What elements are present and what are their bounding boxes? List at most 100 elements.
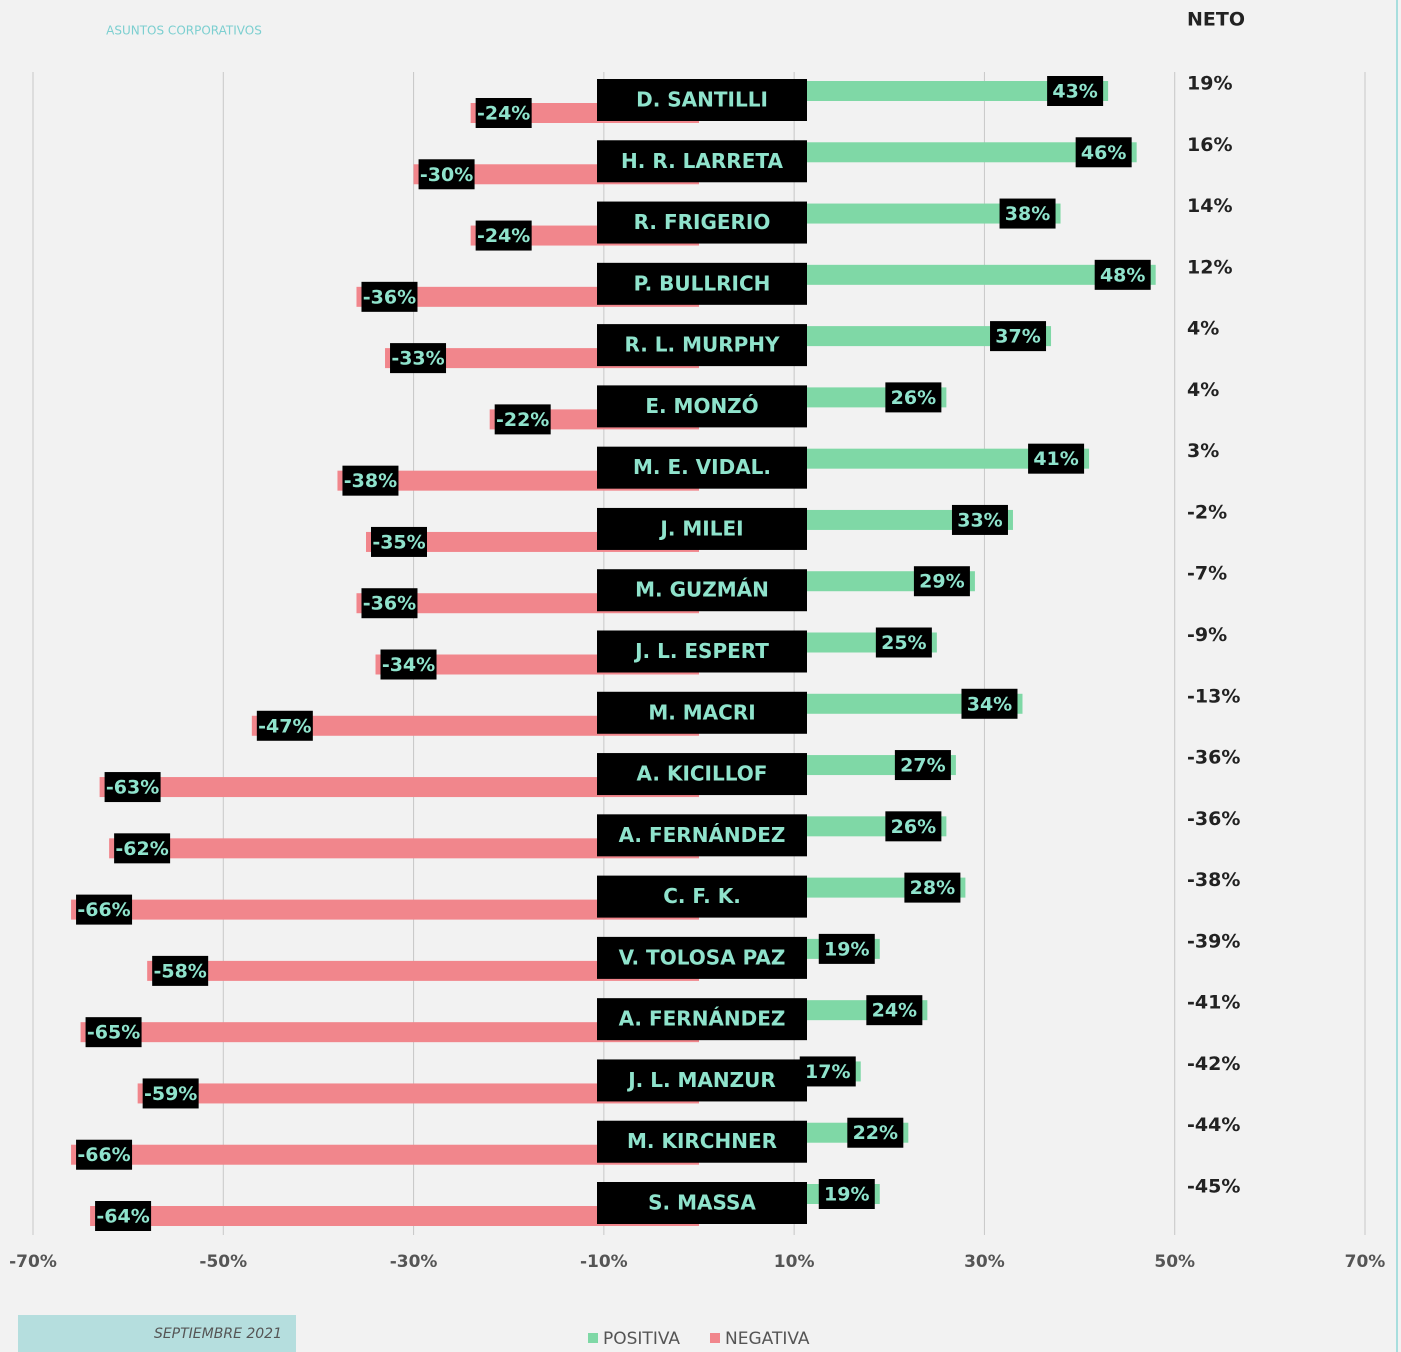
footer-box (18, 1315, 296, 1352)
value-label: -63% (106, 777, 159, 799)
value-label-box (1094, 259, 1151, 290)
value-label: 34% (967, 693, 1012, 715)
value-label-box (799, 1056, 856, 1087)
category-label: A. KICILLOF (637, 762, 768, 786)
value-label: 27% (900, 755, 945, 777)
value-label-box (1047, 76, 1104, 106)
value-label-box (256, 710, 313, 741)
value-label-box (494, 404, 551, 435)
value-label-box (361, 588, 418, 619)
value-label-box (913, 566, 970, 597)
value-label-box (104, 772, 161, 803)
value-label-box (866, 995, 923, 1026)
value-label-box (361, 281, 418, 312)
value-label-box (76, 894, 133, 925)
value-label: -33% (391, 348, 444, 370)
bar (251, 715, 700, 736)
neto-label: 3% (1187, 440, 1219, 462)
neto-label: -2% (1187, 501, 1227, 523)
value-label: -38% (344, 470, 397, 492)
category-label: M. GUZMÁN (635, 578, 769, 602)
value-label-box (475, 98, 532, 128)
value-label: -64% (96, 1206, 149, 1228)
value-label-box (999, 198, 1056, 229)
category-label: E. MONZÓ (645, 394, 758, 418)
value-label: 19% (824, 938, 869, 960)
bar (99, 777, 700, 798)
x-tick-label: 30% (964, 1252, 1005, 1272)
value-label-box (1028, 443, 1085, 474)
value-label-box (390, 343, 447, 374)
category-label: R. L. MURPHY (624, 333, 780, 357)
value-label-box (152, 955, 209, 986)
legend-label: POSITIVA (603, 1329, 680, 1349)
category-label: D. SANTILLI (636, 88, 768, 112)
neto-label: 14% (1187, 195, 1232, 217)
value-label: 22% (853, 1122, 898, 1144)
value-label: -36% (363, 286, 416, 308)
neto-label: 16% (1187, 134, 1232, 156)
value-label-box (342, 465, 399, 496)
value-label: -66% (77, 899, 130, 921)
x-tick-label: -30% (390, 1252, 438, 1272)
value-label: -66% (77, 1144, 130, 1166)
neto-label: -13% (1187, 685, 1240, 707)
value-label: -22% (496, 409, 549, 431)
bar (90, 1206, 700, 1226)
value-label-box (95, 1201, 152, 1231)
neto-label: 4% (1187, 379, 1219, 401)
value-label: -30% (420, 164, 473, 186)
neto-label: -42% (1187, 1053, 1240, 1075)
bar (71, 1144, 700, 1165)
value-label: 38% (1005, 203, 1050, 225)
name-box (597, 262, 807, 305)
neto-title: NETO (1187, 9, 1245, 31)
legend-swatch (710, 1333, 720, 1343)
name-box (597, 569, 807, 612)
x-tick-label: 70% (1345, 1252, 1386, 1272)
x-tick-label: -50% (199, 1252, 247, 1272)
name-box (597, 998, 807, 1041)
value-label: 43% (1052, 81, 1097, 103)
value-label-box (85, 1017, 142, 1048)
category-label: A. FERNÁNDEZ (619, 823, 786, 847)
value-label-box (951, 504, 1008, 535)
name-box (597, 1120, 807, 1163)
value-label: -65% (87, 1022, 140, 1044)
neto-label: 19% (1187, 73, 1232, 95)
name-box (597, 385, 807, 428)
bar (699, 264, 1156, 285)
category-label: M. KIRCHNER (627, 1129, 777, 1153)
value-label: -36% (363, 593, 416, 615)
logo-text: ASUNTOS CORPORATIVOS (106, 24, 262, 38)
name-box (597, 507, 807, 550)
value-label-box (380, 649, 437, 680)
value-label: -58% (153, 960, 206, 982)
value-label-box (875, 627, 932, 658)
value-label-box (818, 1179, 875, 1209)
value-label: 19% (824, 1184, 869, 1206)
x-tick-label: 10% (774, 1252, 815, 1272)
neto-label: -36% (1187, 747, 1240, 769)
category-label: J. L. ESPERT (633, 639, 769, 663)
value-label-box (371, 526, 427, 557)
value-label-box (847, 1117, 904, 1148)
name-box (597, 753, 807, 796)
value-label: 48% (1100, 264, 1145, 286)
x-tick-label: -70% (9, 1252, 57, 1272)
neto-label: -44% (1187, 1114, 1240, 1136)
value-label: 26% (891, 816, 936, 838)
category-label: C. F. K. (663, 884, 741, 908)
category-label: A. FERNÁNDEZ (619, 1007, 786, 1031)
bar (80, 1022, 700, 1043)
x-tick-label: -10% (580, 1252, 628, 1272)
value-label: -47% (258, 715, 311, 737)
value-label: 26% (891, 387, 936, 409)
legend-swatch (588, 1333, 598, 1343)
value-label-box (885, 382, 942, 413)
neto-label: -36% (1187, 808, 1240, 830)
value-label-box (961, 688, 1018, 719)
value-label: -24% (477, 103, 530, 125)
bar (137, 1083, 699, 1104)
